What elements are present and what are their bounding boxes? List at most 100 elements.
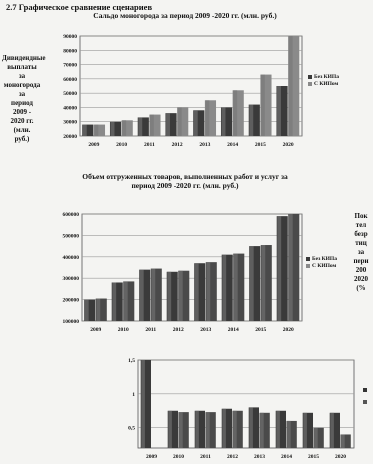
x-tick-label: 2011	[200, 454, 211, 460]
y-tick-label: 40000	[63, 105, 77, 111]
y-tick-label: 1	[132, 392, 135, 398]
side-label-line: (%	[356, 284, 366, 292]
side-label-line: тиц	[355, 239, 367, 247]
bar	[259, 412, 270, 448]
x-tick-label: 2020	[283, 327, 294, 333]
bar	[220, 107, 233, 136]
chart-1-legend: Без КИПа С КИПом	[308, 74, 339, 88]
bar	[123, 281, 135, 321]
bar	[204, 100, 217, 136]
bar	[288, 36, 300, 136]
y-tick-label: 20000	[63, 134, 77, 140]
y-tick-label: 600000	[63, 212, 80, 218]
side-label-line: тел	[355, 221, 367, 229]
bar-highlight	[193, 110, 198, 136]
bar	[260, 245, 272, 321]
x-tick-label: 2010	[116, 142, 127, 148]
bar	[313, 427, 324, 448]
bar-highlight	[330, 412, 334, 448]
x-tick-label: 2010	[118, 327, 129, 333]
bar	[340, 434, 351, 448]
bar	[288, 214, 300, 321]
side-label-line: пери	[353, 257, 369, 265]
bar-highlight	[276, 410, 280, 448]
bar	[232, 410, 243, 448]
bar-highlight	[168, 410, 172, 448]
legend-label: Без КИПа	[314, 74, 339, 80]
x-tick-label: 2015	[255, 327, 266, 333]
bar	[221, 254, 233, 321]
x-tick-label: 2015	[308, 454, 319, 460]
bar-highlight	[166, 113, 170, 136]
chart-1-title: Сальдо моногорода за период 2009 -2020 г…	[93, 11, 277, 20]
x-tick-label: 2011	[145, 327, 156, 333]
bar-highlight	[96, 298, 101, 321]
section-heading: 2.7 Графическое сравнение сценариев	[6, 2, 153, 12]
y-tick-label: 70000	[63, 63, 77, 69]
bar-highlight	[249, 104, 254, 136]
bar-highlight	[233, 410, 237, 448]
bar-highlight	[222, 408, 226, 448]
bar	[205, 412, 216, 448]
chart-1: 20000 30000 40000 50000 60000 70000 80000 90000…	[63, 34, 303, 148]
legend-entry: Без КИПа	[308, 74, 339, 81]
bar-highlight	[151, 268, 156, 321]
bar	[166, 271, 178, 321]
side-label-line: период	[11, 99, 33, 107]
legend-label: Без КИПа	[312, 256, 337, 262]
bar	[221, 408, 232, 448]
bar	[286, 420, 297, 448]
bar	[178, 412, 189, 448]
x-tick-label: 2009	[88, 142, 99, 148]
legend-label: С КИПом	[312, 263, 337, 269]
bar-highlight	[221, 107, 226, 136]
bar-highlight	[123, 281, 128, 321]
bar-highlight	[249, 407, 253, 448]
x-tick-label: 2013	[254, 454, 265, 460]
bar-highlight	[139, 269, 144, 321]
y-tick-label: 0,5	[128, 426, 135, 432]
bar	[248, 407, 259, 448]
x-tick-label: 2014	[281, 454, 292, 460]
bar	[84, 299, 96, 321]
bar-highlight	[194, 263, 199, 321]
y-tick-label: 100000	[63, 319, 80, 325]
bar	[137, 117, 149, 136]
bar	[232, 90, 244, 136]
bar-highlight	[261, 245, 266, 321]
bar-highlight	[94, 124, 99, 136]
chart-2-title: Объем отгруженных товаров, выполненных р…	[82, 172, 288, 190]
bar-highlight	[122, 120, 127, 136]
bar-highlight	[260, 74, 265, 136]
bar	[233, 253, 245, 321]
y-tick-label: 60000	[63, 77, 77, 83]
chart-1-side-label: Дивидендные выплаты за моногорода за период 20…	[2, 54, 46, 144]
x-tick-label: 2011	[144, 142, 155, 148]
side-label-line: 2020	[354, 275, 368, 283]
legend-entry: Без КИПа	[306, 256, 337, 263]
side-label-line: безр	[354, 230, 368, 238]
bar-highlight	[233, 253, 238, 321]
bar-highlight	[277, 216, 282, 321]
chart-2-legend: Без КИПа С КИПом	[306, 256, 337, 270]
side-label-line: за	[18, 90, 26, 98]
bar-highlight	[222, 254, 227, 321]
bar	[121, 120, 133, 136]
bar-highlight	[233, 90, 238, 136]
bar	[248, 104, 260, 136]
side-label-line: 200	[355, 266, 367, 274]
bar-highlight	[277, 86, 281, 136]
y-tick-label: 50000	[63, 91, 77, 97]
chart-3-legend-marker	[363, 400, 367, 404]
bar	[165, 113, 177, 136]
chart-2-side-label: Пок тел безр тиц за пери 200 2020 (%	[346, 212, 373, 293]
bar	[260, 74, 272, 136]
x-tick-label: 2013	[199, 142, 210, 148]
x-tick-label: 2014	[228, 327, 239, 333]
bar-highlight	[288, 214, 293, 321]
side-label-line: 2020 гг.	[10, 117, 34, 125]
y-tick-label: 80000	[63, 48, 77, 54]
chart-3-legend-marker	[363, 388, 367, 392]
x-tick-label: 2012	[172, 142, 183, 148]
side-label-line: 2009 -	[12, 108, 32, 116]
